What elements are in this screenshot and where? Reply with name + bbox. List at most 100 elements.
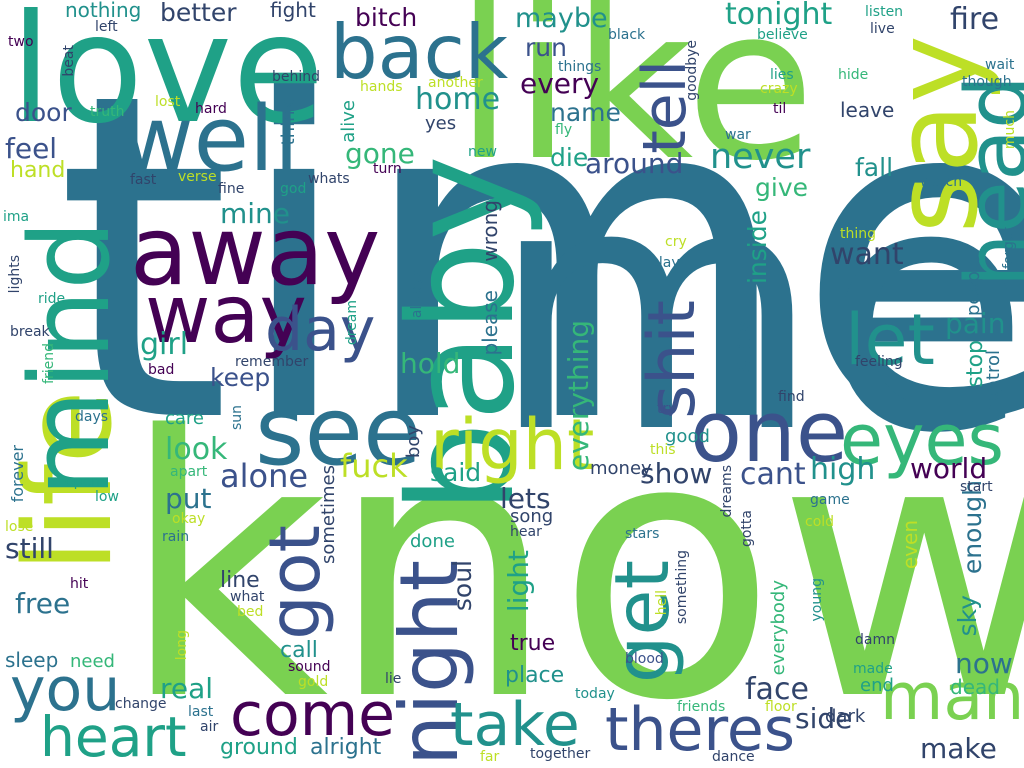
word-take: take (450, 690, 580, 760)
word-fuck: fuck (340, 447, 408, 485)
word-feel: feel (5, 132, 58, 165)
word-call: call (280, 638, 318, 663)
word-done: done (410, 531, 455, 552)
word-leave: leave (840, 98, 895, 122)
word-ride: ride (38, 291, 66, 307)
word-door: door (15, 98, 72, 127)
word-listen: listen (865, 4, 904, 20)
word-give: give (755, 173, 808, 202)
word-okay: okay (172, 511, 206, 527)
word-maybe: maybe (515, 3, 608, 34)
word-gone: gone (345, 137, 415, 170)
word-theres: theres (605, 695, 795, 765)
word-care: care (165, 408, 205, 429)
word-feeling: feeling (855, 354, 903, 370)
word-never: never (710, 137, 811, 177)
word-light: light (502, 550, 535, 613)
word-apart: apart (170, 464, 208, 480)
word-free: free (15, 587, 71, 620)
word-end: end (860, 675, 894, 696)
word-new: new (468, 144, 497, 160)
word-time: time (55, 0, 1024, 522)
word-floor: floor (765, 699, 797, 715)
word-verse: verse (178, 169, 217, 185)
word-though: though (962, 74, 1012, 90)
word-last: last (188, 704, 214, 720)
word-see: see (255, 377, 422, 487)
word-days: days (75, 409, 109, 425)
word-stars: stars (625, 526, 660, 542)
word-even: even (898, 520, 922, 570)
word-lies: lies (770, 67, 794, 83)
word-control: control (983, 350, 1004, 413)
word-right: right (430, 404, 595, 486)
word-play: play (650, 255, 680, 271)
word-ima: ima (3, 209, 30, 225)
word-inside: inside (743, 210, 772, 285)
word-tonight: tonight (725, 0, 833, 32)
word-bitch: bitch (355, 3, 418, 32)
word-sometimes: sometimes (318, 465, 339, 565)
word-god: god (280, 181, 307, 197)
word-fire: fire (950, 2, 1000, 37)
word-think: think (278, 100, 299, 146)
word-know: know (120, 360, 1024, 768)
word-face: face (745, 672, 809, 707)
word-hard: hard (195, 101, 227, 117)
word-behind: behind (272, 69, 321, 85)
word-forget: forget (1001, 227, 1017, 269)
word-sun: sun (229, 405, 245, 431)
word-live: live (870, 21, 895, 37)
word-hands: hands (360, 79, 403, 95)
word-believe: believe (757, 27, 808, 43)
word-lose: lose (5, 519, 34, 535)
word-mind: mind (6, 220, 134, 498)
word-cant: cant (740, 457, 806, 492)
word-away: away (130, 197, 381, 307)
word-two: two (8, 34, 34, 50)
word-please: please (478, 290, 502, 356)
word-something: something (674, 550, 690, 625)
word-change: change (115, 696, 167, 712)
word-another: another (428, 75, 483, 91)
word-love: love (10, 0, 325, 157)
word-fine: fine (218, 181, 245, 197)
word-true: true (510, 631, 556, 656)
word-everything: everything (562, 320, 595, 472)
word-like: like (455, 0, 816, 207)
word-truth: truth (90, 104, 125, 120)
word-damn: damn (855, 632, 895, 648)
word-alright: alright (310, 735, 382, 760)
word-come: come (230, 680, 396, 750)
word-heart: heart (40, 705, 187, 768)
word-long: long (174, 630, 190, 661)
word-hell: hell (654, 590, 670, 616)
word-well: well (120, 87, 299, 192)
word-line: line (220, 568, 260, 593)
word-war: war (725, 127, 751, 143)
word-good: good (665, 426, 710, 447)
word-alive: alive (338, 100, 359, 143)
word-lights: lights (7, 255, 23, 294)
word-fast: fast (130, 172, 157, 188)
word-need: need (70, 651, 115, 672)
word-soul: soul (448, 560, 477, 612)
word-way: way (145, 268, 307, 361)
word-left: left (95, 19, 118, 35)
word-this: this (650, 442, 676, 458)
word-everybody: everybody (768, 580, 789, 676)
word-gotta: gotta (739, 510, 755, 548)
word-lets: lets (500, 482, 551, 515)
word-man: man (880, 660, 1024, 735)
word-let: let (845, 299, 935, 381)
word-boy: boy (403, 425, 424, 459)
word-day: day (265, 295, 376, 365)
word-better: better (160, 0, 237, 27)
word-friend: friend (41, 343, 57, 384)
word-put: put (165, 482, 212, 515)
word-yes: yes (425, 113, 457, 134)
word-try: try (657, 401, 677, 417)
word-beat: beat (61, 45, 77, 77)
word-name: name (550, 98, 621, 127)
